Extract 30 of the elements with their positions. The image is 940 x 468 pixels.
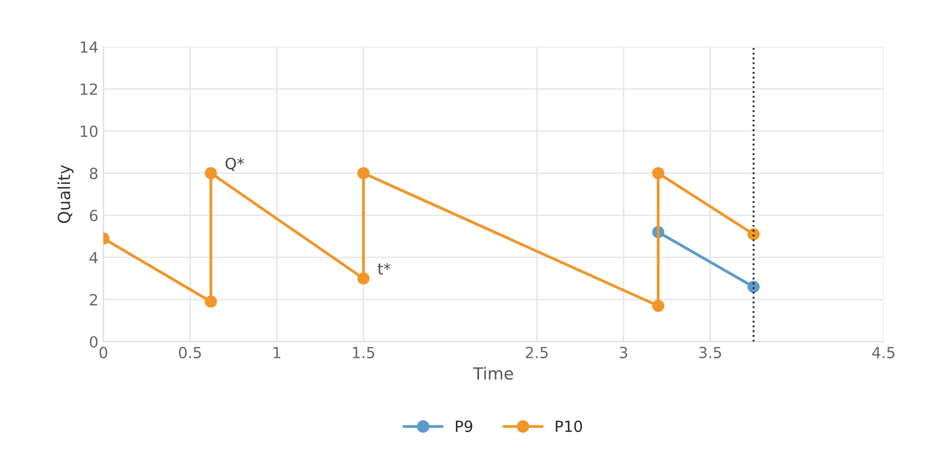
x-tick-label: 1 [274,346,280,358]
point [652,300,664,312]
x-axis-title: Time [473,366,514,380]
x-tick-label: 3.5 [699,346,722,358]
legend-label: P9 [456,420,472,432]
y-tick-label: 2 [90,294,98,306]
point [747,228,760,240]
y-tick-label: 8 [90,168,98,180]
annotation: t* [378,263,391,274]
legend-label: P10 [556,420,582,432]
y-tick-label: 10 [80,126,98,138]
point [204,167,217,180]
y-tick-label: 4 [90,252,98,264]
x-tick-label: 4.5 [872,346,894,358]
annotation: Q* [226,158,244,172]
y-tick-label: 6 [90,210,98,222]
y-tick-label: 0 [90,336,98,348]
point [204,296,217,308]
y-tick-label: 12 [80,83,98,95]
x-tick-label: 1.5 [352,346,374,358]
x-tick-label: 2.5 [526,346,548,358]
y-axis-title: Quality [57,164,74,224]
point [357,167,370,180]
point [747,280,760,293]
y-tick-label: 14 [80,41,98,53]
point [357,272,370,285]
point [652,167,664,180]
x-tick-label: 0 [100,346,108,358]
x-tick-label: 3 [620,346,628,358]
x-tick-label: 0.5 [178,346,201,358]
